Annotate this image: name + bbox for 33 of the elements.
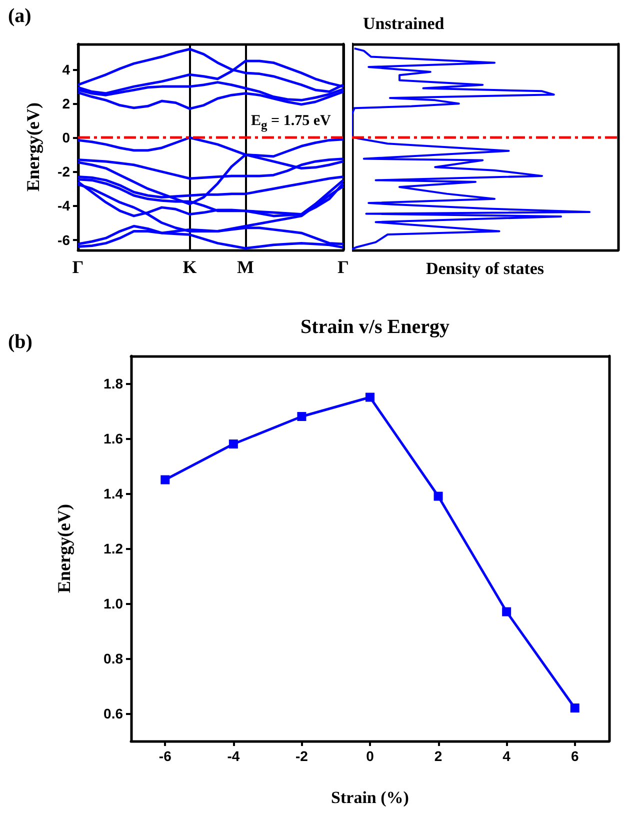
y-tick-label: -2 — [58, 164, 70, 180]
x-tick-label: 6 — [570, 748, 579, 764]
y-tick-label: 1.8 — [104, 376, 124, 392]
y-tick-label: 4 — [62, 62, 70, 78]
chart-title: Unstrained — [363, 14, 445, 33]
y-tick-label: 1.0 — [104, 596, 124, 612]
x-tick-label: -2 — [295, 748, 308, 764]
text: (b) — [8, 330, 32, 354]
x-tick-label: Γ — [338, 257, 349, 277]
x-axis-title: Density of states — [426, 259, 544, 278]
x-tick-label: 2 — [434, 748, 442, 764]
chart-title: Strain v/s Energy — [300, 316, 450, 338]
x-tick-label: -4 — [227, 748, 240, 764]
x-tick-label: K — [182, 257, 197, 277]
x-tick-label: -6 — [158, 748, 172, 764]
y-tick-label: 1.4 — [104, 486, 124, 502]
annotation: E$_{g}$ = 1.75 eV — [251, 112, 331, 133]
y-tick-label: 1.6 — [104, 430, 124, 446]
y-tick-label: 2 — [62, 96, 70, 112]
y-tick-label: -4 — [58, 198, 70, 214]
y-tick-label: 0.8 — [104, 650, 124, 666]
y-axis-title: Energy(eV) — [23, 102, 43, 192]
x-axis-title: Strain (%) — [331, 788, 409, 807]
y-tick-label: 0 — [62, 130, 70, 146]
x-tick-label: Γ — [72, 257, 84, 277]
x-tick-label: 0 — [366, 748, 374, 764]
y-axis-title: Energy(eV) — [54, 504, 74, 593]
y-tick-label: -6 — [58, 232, 70, 248]
x-tick-label: 4 — [502, 748, 511, 764]
x-tick-label: M — [237, 257, 254, 277]
y-tick-label: 0.6 — [104, 706, 124, 722]
text: (a) — [8, 4, 32, 28]
y-tick-label: 1.2 — [104, 540, 124, 556]
